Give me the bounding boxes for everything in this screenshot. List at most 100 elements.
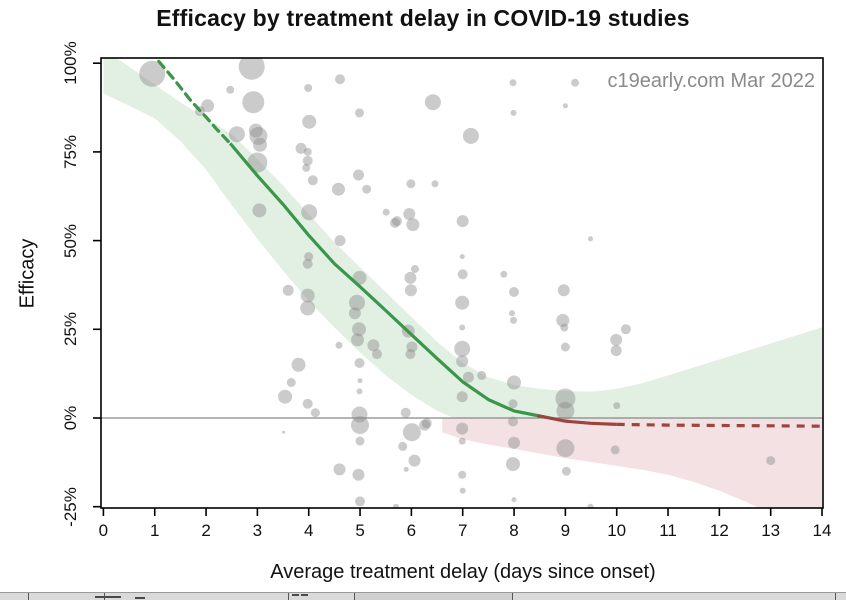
pink-confidence-band bbox=[442, 418, 822, 508]
study-bubble bbox=[304, 84, 313, 92]
study-bubble bbox=[610, 333, 623, 346]
study-bubble bbox=[242, 91, 265, 114]
study-bubble bbox=[510, 316, 517, 324]
study-bubble bbox=[351, 406, 368, 423]
x-tick-label: 9 bbox=[560, 521, 571, 540]
study-bubble bbox=[462, 127, 479, 144]
study-bubble bbox=[431, 180, 439, 188]
study-bubble bbox=[408, 454, 421, 467]
study-bubble bbox=[310, 408, 320, 418]
study-bubble bbox=[398, 441, 408, 451]
study-bubble bbox=[511, 497, 517, 503]
study-bubble bbox=[304, 252, 314, 262]
y-tick-label: 75% bbox=[61, 134, 80, 169]
x-axis-title: Average treatment delay (days since onse… bbox=[270, 561, 656, 583]
study-bubble bbox=[253, 137, 267, 152]
study-bubble bbox=[610, 445, 620, 455]
study-bubble bbox=[355, 436, 365, 446]
y-tick-label: -25% bbox=[61, 486, 80, 527]
study-bubble bbox=[406, 341, 418, 353]
study-bubble bbox=[766, 456, 776, 466]
study-bubble bbox=[382, 208, 390, 216]
study-bubble bbox=[562, 103, 568, 109]
study-bubble bbox=[419, 419, 431, 431]
study-bubble bbox=[421, 418, 432, 429]
study-bubble bbox=[556, 401, 575, 420]
x-tick-label: 6 bbox=[406, 521, 417, 540]
study-bubble bbox=[588, 236, 593, 242]
x-tick-label: 10 bbox=[607, 521, 627, 540]
study-bubble bbox=[457, 269, 468, 280]
study-bubble bbox=[458, 470, 467, 479]
study-bubble bbox=[252, 203, 267, 218]
study-bubble bbox=[302, 114, 317, 129]
study-bubble bbox=[403, 208, 416, 220]
study-bubble bbox=[354, 358, 365, 368]
footer-separator bbox=[354, 593, 355, 600]
study-bubble bbox=[238, 58, 265, 80]
y-tick-label: 0% bbox=[61, 405, 80, 431]
study-bubble bbox=[367, 339, 380, 352]
study-bubble bbox=[355, 496, 365, 507]
study-bubble bbox=[477, 370, 487, 380]
study-bubble bbox=[201, 99, 215, 113]
fit-line-red-dashed bbox=[616, 422, 823, 428]
study-bubble bbox=[249, 126, 268, 145]
study-bubble bbox=[362, 184, 372, 194]
study-bubble bbox=[332, 182, 345, 196]
study-bubble bbox=[300, 288, 315, 303]
study-bubble bbox=[353, 169, 364, 181]
study-bubble bbox=[456, 355, 469, 368]
study-bubble bbox=[405, 349, 416, 360]
study-bubble bbox=[334, 235, 346, 247]
study-bubble bbox=[560, 323, 569, 332]
study-bubble bbox=[356, 388, 363, 395]
study-bubble bbox=[587, 503, 594, 508]
study-bubble bbox=[613, 402, 621, 410]
footer-mark bbox=[301, 594, 308, 596]
x-tick-label: 13 bbox=[761, 521, 781, 540]
study-bubble bbox=[349, 294, 365, 311]
y-tick-label: 50% bbox=[61, 223, 80, 258]
study-bubble bbox=[393, 503, 399, 508]
study-bubble bbox=[500, 270, 508, 278]
study-bubble bbox=[424, 94, 441, 111]
study-bubble bbox=[291, 357, 306, 372]
study-bubble bbox=[561, 466, 571, 476]
study-bubble bbox=[620, 324, 631, 335]
study-bubble bbox=[406, 179, 416, 189]
study-bubble bbox=[459, 254, 465, 260]
x-tick-label: 12 bbox=[709, 521, 729, 540]
footer-mark bbox=[135, 597, 145, 599]
study-bubble bbox=[459, 487, 466, 494]
study-bubbles bbox=[139, 58, 776, 508]
study-bubble bbox=[355, 108, 364, 118]
footer-mark bbox=[292, 594, 299, 596]
study-bubble bbox=[557, 284, 570, 297]
study-bubble bbox=[509, 310, 515, 317]
study-bubble bbox=[402, 423, 421, 442]
study-bubble bbox=[454, 340, 471, 357]
study-bubble bbox=[301, 204, 318, 221]
x-tick-label: 0 bbox=[98, 521, 109, 540]
study-bubble bbox=[506, 457, 520, 472]
study-bubble bbox=[406, 218, 420, 232]
study-bubble bbox=[509, 79, 517, 87]
study-bubble bbox=[560, 342, 570, 352]
study-bubble bbox=[403, 466, 409, 472]
x-tick-label: 11 bbox=[659, 521, 677, 540]
x-tick-label: 3 bbox=[252, 521, 263, 540]
study-bubble bbox=[351, 333, 364, 347]
study-bubble bbox=[248, 123, 263, 138]
study-bubble bbox=[372, 349, 382, 360]
study-bubble bbox=[508, 416, 518, 427]
x-tick-label: 5 bbox=[355, 521, 365, 540]
study-bubble bbox=[307, 175, 318, 186]
study-bubble bbox=[333, 463, 346, 476]
footer-separator bbox=[288, 593, 289, 600]
study-bubble bbox=[510, 109, 517, 116]
study-bubble bbox=[571, 78, 580, 87]
x-tick-label: 8 bbox=[509, 521, 519, 540]
study-bubble bbox=[352, 468, 365, 481]
study-bubble bbox=[456, 422, 469, 435]
